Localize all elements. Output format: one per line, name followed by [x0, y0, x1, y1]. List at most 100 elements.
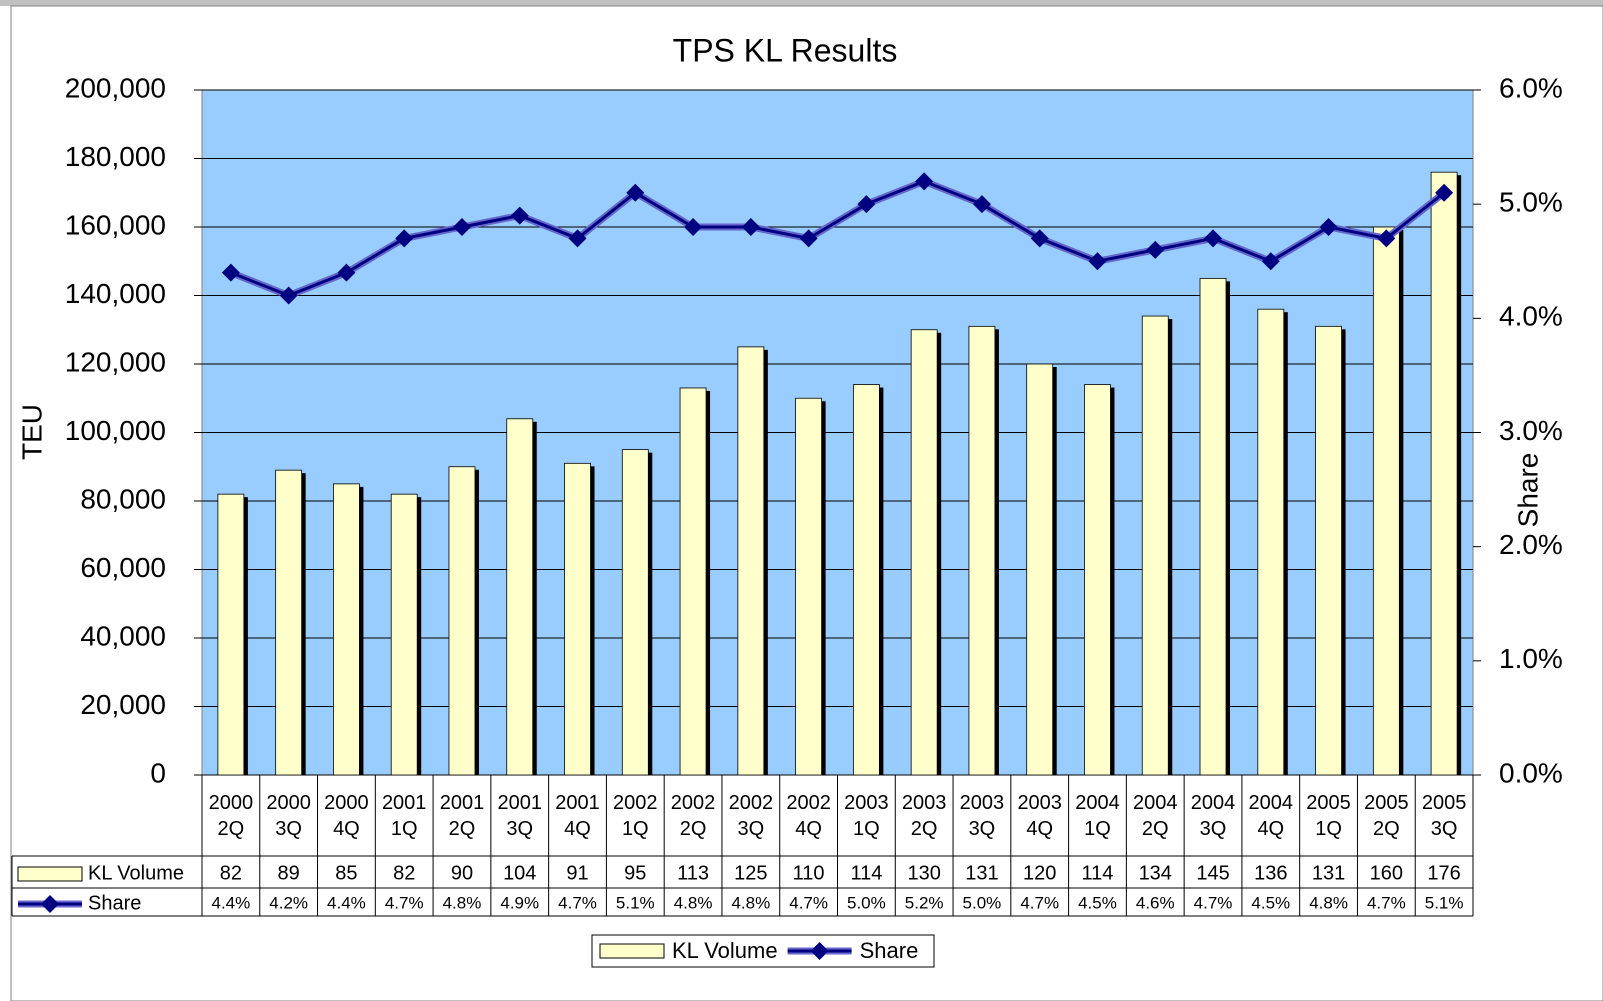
table-cell: 4.4%: [212, 893, 251, 912]
bar: [1315, 325, 1342, 776]
table-cell: 136: [1254, 862, 1287, 884]
y2-tick-label: 1.0%: [1499, 643, 1563, 674]
bar: [1257, 308, 1285, 776]
bar: [1199, 277, 1227, 776]
y-tick-label: 80,000: [80, 483, 166, 514]
table-cell: 145: [1196, 862, 1229, 884]
table-cell: 5.2%: [905, 893, 944, 912]
table-cell: 4.7%: [385, 893, 424, 912]
line-marker: [452, 218, 471, 236]
y-tick-label: 40,000: [80, 620, 166, 651]
y-tick-label: 100,000: [65, 415, 166, 446]
x-tick-label: 2003 2Q: [901, 792, 947, 840]
table-cell: 4.4%: [327, 893, 366, 912]
y-tick-label: 140,000: [65, 278, 166, 309]
chart-title: TPS KL Results: [673, 32, 898, 68]
legend-label: KL Volume: [672, 938, 778, 963]
table-cell: 82: [220, 862, 242, 884]
line-marker: [741, 218, 760, 236]
table-cell: 5.0%: [963, 893, 1002, 912]
y-tick-label: 160,000: [65, 209, 166, 240]
table-cell: 4.7%: [1194, 893, 1233, 912]
line-marker: [568, 229, 587, 248]
table-cell: 4.5%: [1251, 893, 1290, 912]
line-marker: [684, 218, 703, 236]
line: [230, 179, 1446, 298]
table-cell: 89: [278, 862, 300, 884]
bar: [679, 387, 707, 776]
x-tick-label: 2002 4Q: [786, 792, 831, 840]
table-cell: 110: [793, 862, 825, 884]
y2-tick-label: 0.0%: [1499, 757, 1563, 788]
legend-key: [41, 895, 59, 913]
bar: [968, 325, 996, 776]
table-cell: 120: [1023, 862, 1056, 884]
table-cell: 5.1%: [1425, 893, 1464, 912]
table-cell: 114: [1082, 862, 1114, 884]
y-axis-label: TEU: [16, 404, 47, 460]
x-tick-label: 2004 4Q: [1248, 792, 1294, 840]
x-tick-label: 2003 4Q: [1017, 792, 1062, 840]
table-cell: 4.8%: [443, 893, 482, 912]
line-marker: [915, 172, 934, 191]
legend-label: Share: [860, 938, 919, 963]
table-cell: 4.5%: [1078, 893, 1117, 912]
y-tick-label: 120,000: [65, 346, 166, 377]
line-marker: [857, 195, 876, 214]
x-tick-label: 2004 2Q: [1132, 792, 1178, 840]
x-tick-label: 2004 3Q: [1190, 792, 1236, 840]
table-cell: 176: [1427, 862, 1460, 884]
line-marker: [1261, 252, 1280, 271]
x-tick-label: 2001 1Q: [381, 792, 427, 840]
bar: [506, 418, 534, 776]
table-cell: 4.7%: [558, 893, 597, 912]
table-cell: 131: [1312, 862, 1345, 884]
line-marker: [799, 229, 818, 248]
y-tick-label: 0: [150, 757, 166, 788]
table-cell: 5.0%: [847, 893, 886, 912]
table-cell: 4.6%: [1136, 893, 1175, 912]
x-tick-label: 2003 3Q: [959, 792, 1005, 840]
bar: [1372, 226, 1400, 776]
line-marker: [221, 263, 240, 282]
table-cell: 4.8%: [674, 893, 713, 912]
x-tick-label: 2000 4Q: [324, 792, 369, 840]
table-cell: 113: [677, 862, 709, 884]
y2-tick-label: 2.0%: [1499, 529, 1563, 560]
bar: [1026, 363, 1054, 776]
bar: [1141, 315, 1169, 776]
table-cell: 4.2%: [269, 893, 308, 912]
table-cell: 104: [503, 862, 536, 884]
table-cell: 5.1%: [616, 893, 655, 912]
table-cell: 160: [1370, 862, 1403, 884]
legend-key: [810, 942, 829, 960]
legend-key: [17, 866, 83, 882]
bar: [333, 483, 360, 776]
x-tick-label: 2000 3Q: [266, 792, 311, 840]
line-marker: [395, 229, 414, 248]
x-tick-label: 2001 3Q: [497, 792, 542, 840]
table-cell: 82: [393, 862, 415, 884]
line-marker: [1204, 229, 1223, 248]
bar: [795, 397, 823, 776]
bar: [621, 449, 649, 776]
y2-tick-label: 3.0%: [1499, 415, 1563, 446]
x-tick-label: 2001 4Q: [555, 792, 600, 840]
y2-tick-label: 5.0%: [1499, 187, 1563, 218]
line-marker: [279, 286, 298, 305]
x-tick-label: 2002 1Q: [613, 792, 658, 840]
table-cell: 4.9%: [500, 893, 539, 912]
bar: [737, 346, 765, 776]
y-tick-label: 60,000: [80, 552, 166, 583]
line-marker: [510, 206, 529, 225]
line-marker: [337, 263, 356, 282]
table-cell: 134: [1139, 862, 1172, 884]
y2-tick-label: 6.0%: [1499, 72, 1563, 103]
table-cell: 95: [624, 862, 646, 884]
bar: [564, 462, 591, 776]
bar: [217, 493, 245, 776]
line-marker: [1435, 183, 1454, 202]
bar: [275, 469, 303, 776]
